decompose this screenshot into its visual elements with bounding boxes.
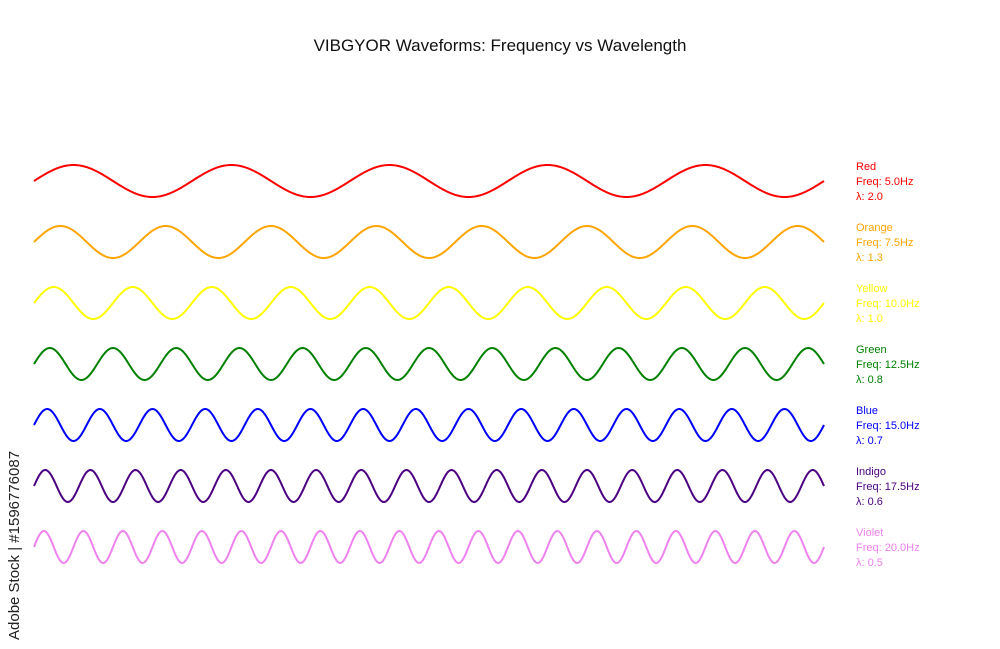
- legend-name: Indigo: [856, 466, 886, 478]
- legend-blue: Blue Freq: 15.0Hz λ: 0.7: [856, 404, 920, 449]
- legend-wavelength: λ: 0.7: [856, 435, 883, 447]
- wave-line-green: [33, 346, 825, 382]
- legend-wavelength: λ: 0.8: [856, 374, 883, 386]
- legend-green: Green Freq: 12.5Hz λ: 0.8: [856, 343, 920, 388]
- wave-line-yellow: [33, 285, 825, 321]
- wave-line-blue: [33, 407, 825, 443]
- legend-wavelength: λ: 0.5: [856, 557, 883, 569]
- legend-frequency: Freq: 10.0Hz: [856, 298, 920, 310]
- legend-frequency: Freq: 7.5Hz: [856, 237, 914, 249]
- wave-line-indigo: [33, 468, 825, 504]
- legend-yellow: Yellow Freq: 10.0Hz λ: 1.0: [856, 282, 920, 327]
- legend-frequency: Freq: 17.5Hz: [856, 481, 920, 493]
- legend-frequency: Freq: 5.0Hz: [856, 176, 914, 188]
- legend-violet: Violet Freq: 20.0Hz λ: 0.5: [856, 526, 920, 571]
- legend-wavelength: λ: 1.3: [856, 252, 883, 264]
- legend-orange: Orange Freq: 7.5Hz λ: 1.3: [856, 221, 913, 266]
- watermark-text: Adobe Stock | #1596776087: [6, 450, 23, 640]
- legend-wavelength: λ: 2.0: [856, 191, 883, 203]
- legend-name: Orange: [856, 222, 893, 234]
- legend-frequency: Freq: 12.5Hz: [856, 359, 920, 371]
- wave-line-violet: [33, 529, 825, 565]
- legend-indigo: Indigo Freq: 17.5Hz λ: 0.6: [856, 465, 920, 510]
- legend-name: Blue: [856, 405, 879, 417]
- legend-name: Yellow: [856, 283, 888, 295]
- legend-red: Red Freq: 5.0Hz λ: 2.0: [856, 160, 913, 205]
- legend-wavelength: λ: 0.6: [856, 496, 883, 508]
- legend-frequency: Freq: 20.0Hz: [856, 542, 920, 554]
- chart-title: VIBGYOR Waveforms: Frequency vs Waveleng…: [313, 36, 687, 55]
- legend-frequency: Freq: 15.0Hz: [856, 420, 920, 432]
- legend-name: Red: [856, 161, 877, 173]
- wave-line-orange: [33, 224, 825, 260]
- legend-name: Green: [856, 344, 887, 356]
- legend-wavelength: λ: 1.0: [856, 313, 883, 325]
- legend-name: Violet: [856, 527, 884, 539]
- wave-line-red: [33, 163, 825, 199]
